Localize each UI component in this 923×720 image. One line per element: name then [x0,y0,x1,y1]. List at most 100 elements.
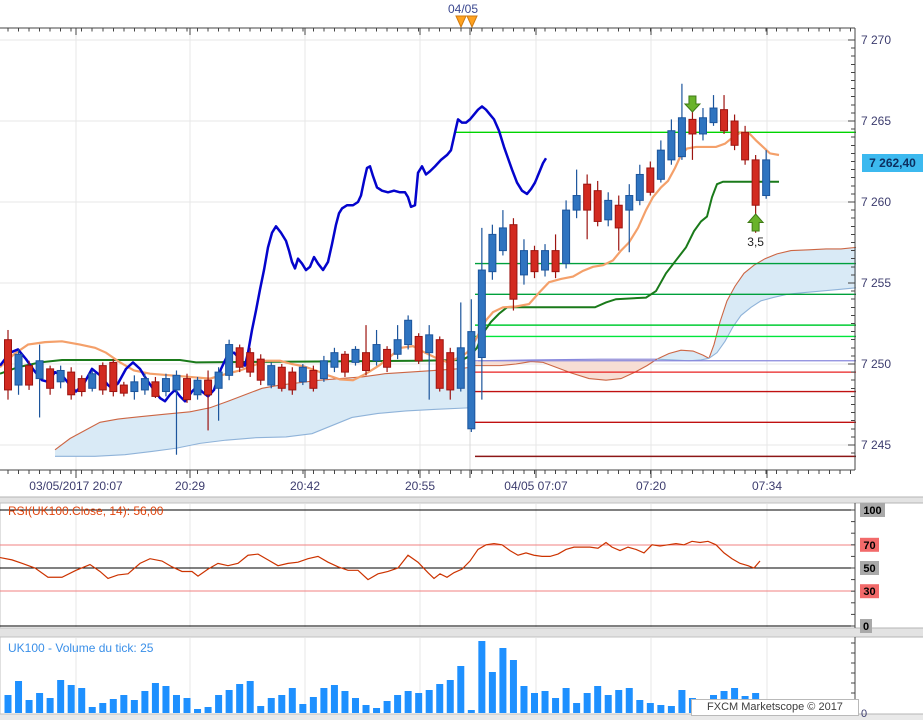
price-panel[interactable]: 3,5 [0,15,857,470]
volume-bar [141,691,149,713]
candle [372,344,381,362]
volume-bar [194,709,202,713]
volume-bar [278,695,286,713]
candle [456,347,465,389]
volume-bar [667,706,675,713]
price-tick-label[interactable]: 7 255 [861,276,891,290]
volume-bar [373,708,381,713]
candle [488,233,497,273]
candle [477,269,486,359]
volume-bar [467,710,475,713]
time-tick-label[interactable]: 04/05 07:07 [504,479,568,493]
rsi-line [0,540,761,581]
volume-bar [120,695,128,713]
candle [351,348,360,363]
time-tick-label[interactable]: 20:29 [175,479,205,493]
price-tick-label[interactable]: 7 265 [861,114,891,128]
volume-bar [478,641,486,713]
kijun-line [0,180,779,375]
volume-bar [425,690,433,713]
buy-signal-label: 3,5 [747,235,764,249]
time-tick-label[interactable]: 03/05/2017 20:07 [29,479,123,493]
volume-bar [552,698,560,713]
panel-separator [0,714,923,720]
kumo-cloud [657,350,709,361]
volume-bar [172,695,180,713]
candle [193,379,202,396]
volume-bar [573,703,581,713]
volume-bar [351,698,359,713]
candle [362,352,371,371]
candle [46,368,55,389]
candle [130,381,139,393]
candle [14,353,23,386]
time-tick-label[interactable]: 07:34 [752,479,782,493]
senkou-span-line [54,366,472,451]
volume-bar [109,699,117,713]
rsi-level-tag-label: 70 [863,540,875,552]
candle [646,167,655,193]
price-tick-label[interactable]: 7 260 [861,195,891,209]
volume-bar [130,700,138,713]
price-tick-label[interactable]: 7 245 [861,438,891,452]
candle [551,250,560,273]
rsi-level-tag [860,619,872,633]
candle [541,250,550,271]
price-tick-label[interactable]: 7 270 [861,33,891,47]
volume-bar [267,698,275,713]
candle [88,373,97,389]
volume-bar [330,685,338,713]
volume-bar [36,693,44,713]
volume-bar [436,684,444,713]
time-tick-label[interactable]: 07:20 [636,479,666,493]
candle [393,339,402,355]
candle [67,371,76,396]
time-tick-label[interactable]: 20:55 [405,479,435,493]
candle [709,107,718,124]
candle [277,366,286,389]
volume-bar [604,695,612,713]
volume-bar [236,684,244,713]
candle [214,371,223,389]
candle [267,365,276,386]
main-axes[interactable] [0,27,856,478]
rsi-level-tag [860,561,879,575]
volume-bar [225,690,233,713]
session-date-label: 04/05 [447,2,479,16]
candle [414,335,423,362]
candle [530,250,539,273]
candle [604,199,613,221]
candle [35,360,44,380]
candle [151,381,160,397]
candle [330,352,339,368]
volume-bar [531,693,538,713]
volume-bar [257,706,265,713]
chikou-line [0,105,548,403]
volume-bar [636,700,644,713]
rsi-level-tag-label: 30 [863,586,875,598]
volume-bar [509,660,517,713]
candle [425,334,434,354]
kumo-cloud [471,359,657,381]
candle [667,130,676,161]
time-tick-label[interactable]: 20:42 [290,479,320,493]
buy-arrow-icon [747,213,765,232]
senkou-span-line [708,287,857,359]
price-tick-label[interactable]: 7 250 [861,357,891,371]
panel-separator [0,628,923,637]
volume-bar [246,681,254,713]
volume-bar [341,691,349,713]
volume-bar [646,703,654,713]
senkou-span-line [708,246,857,359]
rsi-panel[interactable]: 100 70 50 30 0 [0,502,885,633]
volume-bar [394,695,402,713]
candle [593,190,602,222]
candle [751,159,760,206]
candle [235,347,244,368]
volume-bar [299,704,307,713]
volume-bar [499,648,507,713]
candle [340,353,349,373]
volume-bar [88,707,96,713]
